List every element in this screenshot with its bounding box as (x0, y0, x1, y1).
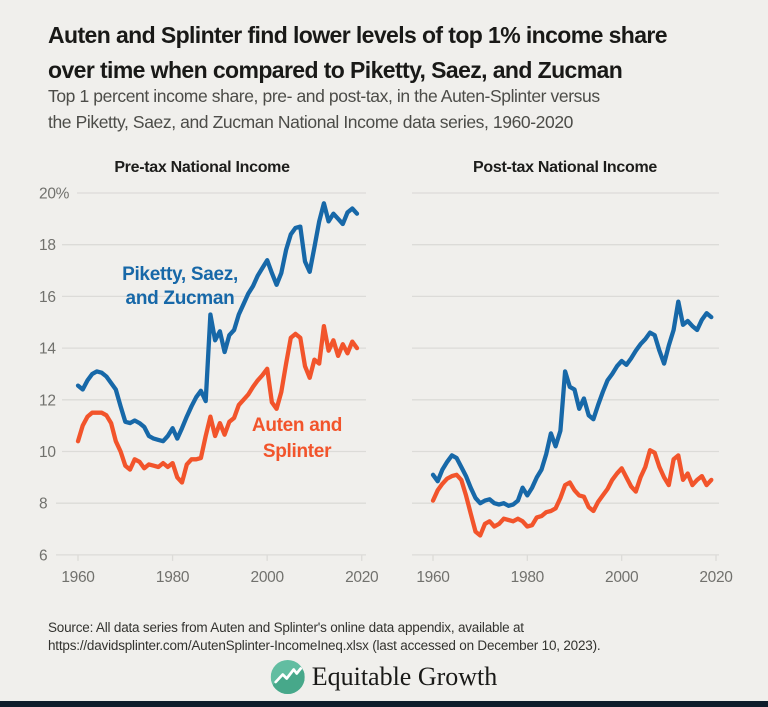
series-label-as: Auten and (252, 415, 342, 436)
y-axis-label: 14 (39, 341, 56, 358)
dual-line-chart-figure: 20% 18 16 14 12 10 8 6 1960 1980 2000 2020 Pre-tax N… (39, 159, 734, 586)
y-axis-label: 20% (39, 186, 70, 203)
equitable-growth-logo: Equitable Growth (270, 660, 498, 694)
page-subtitle: Top 1 percent income share, pre- and pos… (48, 84, 748, 135)
chart-pretax: 20% 18 16 14 12 10 8 6 1960 1980 2000 2020 Pre-tax N… (39, 159, 379, 586)
logo-wordmark: Equitable Growth (311, 662, 498, 691)
chart-posttax: 1960 1980 2000 2020 Post-tax National Income (412, 159, 734, 586)
page-title-line2: over time when compared to Piketty, Saez… (48, 57, 623, 83)
x-axis-label: 2020 (345, 569, 379, 586)
series-label-as: Splinter (263, 441, 332, 462)
series-line-psz (75, 201, 360, 444)
x-axis-label: 2000 (605, 569, 639, 586)
y-axis-label: 12 (39, 392, 56, 409)
y-axis-label: 6 (39, 547, 47, 564)
bottom-accent-bar (0, 701, 768, 707)
x-axis-label: 1980 (156, 569, 190, 586)
page-title-line1: Auten and Splinter find lower levels of … (48, 22, 668, 48)
series-label-psz: Piketty, Saez, (122, 264, 238, 285)
x-axis-label: 1980 (511, 569, 545, 586)
y-axis-label: 16 (39, 289, 56, 306)
y-axis-label: 10 (39, 444, 56, 461)
page-title: Auten and Splinter find lower levels of … (48, 18, 748, 88)
series-label-psz: and Zucman (126, 288, 235, 309)
x-axis-label: 1960 (416, 569, 450, 586)
source-note-line1: Source: All data series from Auten and S… (48, 620, 524, 635)
logo-chart-icon (270, 660, 305, 694)
y-axis-label: 8 (39, 496, 47, 513)
series-line-psz (430, 299, 714, 508)
page-subtitle-line1: Top 1 percent income share, pre- and pos… (48, 86, 600, 106)
page-subtitle-line2: the Piketty, Saez, and Zucman National I… (48, 111, 574, 132)
chart-title: Pre-tax National Income (114, 159, 290, 176)
y-axis-label: 18 (39, 237, 56, 254)
x-axis-label: 1960 (61, 569, 95, 586)
chart-title: Post-tax National Income (473, 159, 657, 176)
x-axis-label: 2020 (699, 569, 733, 586)
series-line-as (75, 323, 360, 485)
series-line-as (430, 448, 714, 538)
source-note-line2: https://davidsplinter.com/AutenSplinter-… (48, 637, 601, 653)
x-axis-label: 2000 (251, 569, 285, 586)
source-note: Source: All data series from Auten and S… (48, 619, 728, 654)
